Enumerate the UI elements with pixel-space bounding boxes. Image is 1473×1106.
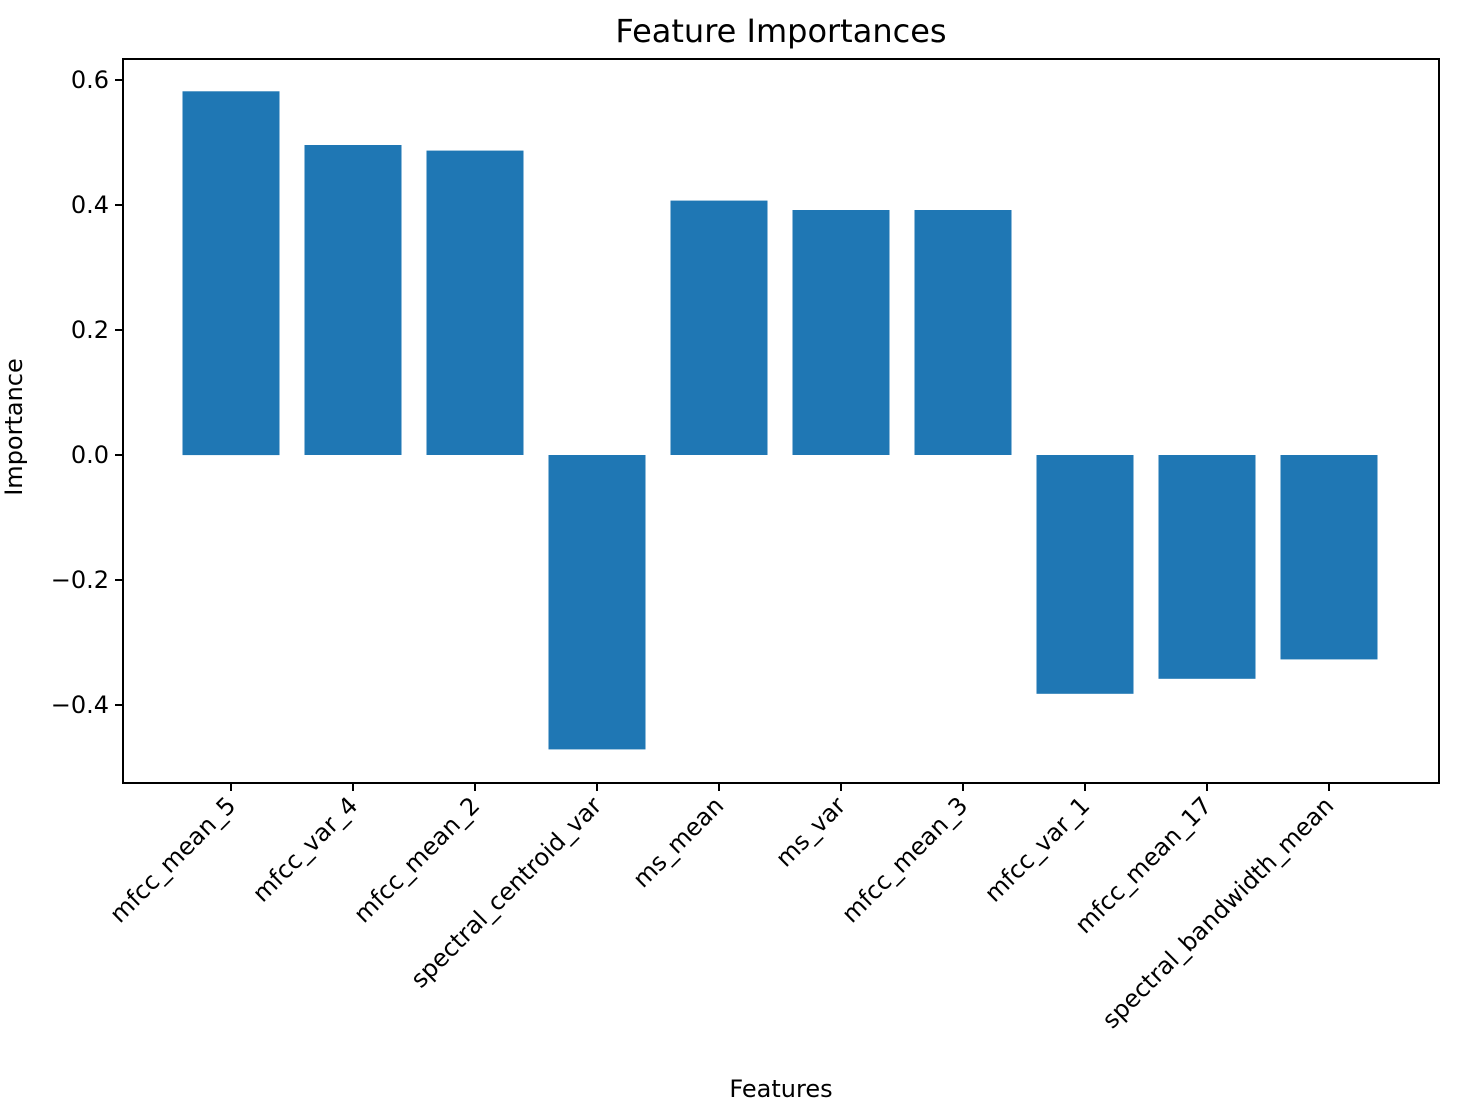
x-tick-label-ms_mean: ms_mean	[627, 791, 729, 893]
x-tick-label-ms_var: ms_var	[770, 791, 851, 872]
y-tick-label: 0.2	[71, 316, 109, 344]
chart-title: Feature Importances	[615, 12, 946, 50]
bar-ms_mean	[670, 200, 768, 455]
bars-group	[182, 91, 1378, 750]
y-axis-ticks: 0.6 0.4 0.2 0.0 −0.2 −0.4	[51, 66, 123, 719]
x-tick-label-mfcc_var_1: mfcc_var_1	[979, 791, 1095, 907]
bar-spectral_bandwidth_mean	[1280, 455, 1378, 660]
bar-ms_var	[792, 210, 890, 455]
y-tick-label: −0.4	[51, 691, 109, 719]
y-tick-label: −0.2	[51, 566, 109, 594]
plot-area-frame	[122, 58, 1440, 784]
x-tick-label-spectral_bandwidth_mean: spectral_bandwidth_mean	[1097, 791, 1340, 1034]
bar-mfcc_var_1	[1036, 455, 1134, 694]
x-axis-label: Features	[729, 1075, 832, 1103]
x-tick-label-mfcc_mean_3: mfcc_mean_3	[836, 791, 973, 928]
y-tick-label: 0.6	[71, 66, 109, 94]
bar-spectral_centroid_var	[548, 455, 646, 750]
bar-mfcc_mean_2	[426, 150, 524, 455]
bar-mfcc_mean_17	[1158, 455, 1256, 679]
x-tick-label-mfcc_var_4: mfcc_var_4	[247, 791, 363, 907]
bar-mfcc_var_4	[304, 145, 402, 455]
y-tick-label: 0.0	[71, 441, 109, 469]
x-tick-label-mfcc_mean_2: mfcc_mean_2	[348, 791, 485, 928]
x-tick-label-mfcc_mean_5: mfcc_mean_5	[104, 791, 241, 928]
bar-mfcc_mean_5	[182, 91, 280, 456]
y-tick-label: 0.4	[71, 191, 109, 219]
y-axis-label: Importance	[0, 358, 28, 496]
bar-mfcc_mean_3	[914, 210, 1012, 455]
